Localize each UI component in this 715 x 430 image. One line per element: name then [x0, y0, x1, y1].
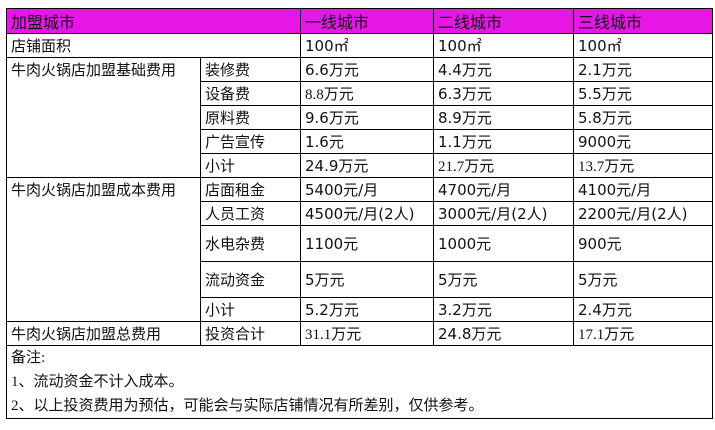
- cell: 2.1万元: [573, 57, 713, 82]
- header-city: 三线城市: [573, 8, 713, 34]
- table-row: 小计 5.2万元 3.2万元 2.4万元: [7, 297, 713, 322]
- table-row: 牛肉火锅店加盟成本费用 店面租金 5400元/月 4700元/月 4100元/月: [6, 177, 713, 322]
- cell: 5.8万元: [573, 105, 713, 130]
- cell: 1.6元: [300, 129, 434, 154]
- notes-row: 备注: 1、流动资金不计入成本。 2、以上投资费用为预估，可能会与实际店铺情况有…: [6, 345, 713, 419]
- table-row: 人员工资 4500元/月(2人) 3000元/月(2人) 2200元/月(2人): [7, 201, 713, 226]
- group-label: 牛肉火锅店加盟成本费用: [6, 177, 201, 322]
- item-label: 投资合计: [200, 321, 301, 346]
- cell: 31.1万元: [300, 321, 434, 346]
- item-label: 人员工资: [200, 201, 301, 226]
- cell: 24.8万元: [433, 321, 574, 346]
- cell: 5万元: [573, 261, 713, 298]
- note-line: 1、流动资金不计入成本。: [11, 374, 184, 390]
- franchise-cost-table: 加盟城市 一线城市 二线城市 三线城市 店铺面积 100㎡ 100㎡ 100㎡ …: [6, 8, 713, 419]
- table-row: 小计 24.9万元 21.7万元 13.7万元: [7, 153, 713, 178]
- cell: 8.9万元: [433, 105, 574, 130]
- item-label: 广告宣传: [200, 129, 301, 154]
- header-city: 二线城市: [433, 8, 574, 34]
- item-label: 原料费: [200, 105, 301, 130]
- cell: 1.1万元: [433, 129, 574, 154]
- cell: 5万元: [433, 261, 574, 298]
- table-row: 店铺面积 100㎡ 100㎡ 100㎡: [6, 33, 713, 58]
- cell: 17.1万元: [573, 321, 713, 346]
- table-row: 水电杂费 1100元 1000元 900元: [7, 225, 713, 262]
- cell: 9.6万元: [300, 105, 434, 130]
- cell: 2.4万元: [573, 297, 713, 322]
- cell: 1000元: [433, 225, 574, 262]
- table-row: 牛肉火锅店加盟总费用 投资合计 31.1万元 24.8万元 17.1万元: [6, 321, 713, 346]
- note-line: 备注:: [11, 350, 46, 366]
- cell: 6.6万元: [300, 57, 434, 82]
- table-row: 设备费 8.8万元 6.3万元 5.5万元: [7, 81, 713, 106]
- item-label: 装修费: [200, 57, 301, 82]
- cell: 1100元: [300, 225, 434, 262]
- cell: 5.5万元: [573, 81, 713, 106]
- cell: 3000元/月(2人): [433, 201, 574, 226]
- cell: 3.2万元: [433, 297, 574, 322]
- cell: 4100元/月: [573, 177, 713, 202]
- notes: 备注: 1、流动资金不计入成本。 2、以上投资费用为预估，可能会与实际店铺情况有…: [6, 345, 713, 419]
- item-label: 小计: [200, 297, 301, 322]
- item-label: 水电杂费: [200, 225, 301, 262]
- table-row: 流动资金 5万元 5万元 5万元: [7, 261, 713, 298]
- cell: 4500元/月(2人): [300, 201, 434, 226]
- header-city: 一线城市: [300, 8, 434, 34]
- item-label: 小计: [200, 153, 301, 178]
- header-row: 加盟城市 一线城市 二线城市 三线城市: [6, 8, 713, 34]
- table-row: 原料费 9.6万元 8.9万元 5.8万元: [7, 105, 713, 130]
- note-line: 2、以上投资费用为预估，可能会与实际店铺情况有所差别，仅供参考。: [11, 398, 484, 414]
- table-row: 牛肉火锅店加盟基础费用 装修费 6.6万元 4.4万元 2.1万元: [6, 57, 713, 178]
- cell: 21.7万元: [433, 153, 574, 178]
- cell: 100㎡: [433, 33, 574, 58]
- cell: 6.3万元: [433, 81, 574, 106]
- cell: 100㎡: [300, 33, 434, 58]
- group-label: 牛肉火锅店加盟总费用: [6, 321, 201, 346]
- header-label: 加盟城市: [6, 8, 301, 34]
- group-label: 牛肉火锅店加盟基础费用: [6, 57, 201, 178]
- item-label: 流动资金: [200, 261, 301, 298]
- cell: 900元: [573, 225, 713, 262]
- cell: 5400元/月: [300, 177, 434, 202]
- cell: 5万元: [300, 261, 434, 298]
- table-row: 广告宣传 1.6元 1.1万元 9000元: [7, 129, 713, 154]
- cell: 9000元: [573, 129, 713, 154]
- cell: 13.7万元: [573, 153, 713, 178]
- cell: 5.2万元: [300, 297, 434, 322]
- cell: 4.4万元: [433, 57, 574, 82]
- cell: 100㎡: [573, 33, 713, 58]
- cell: 2200元/月(2人): [573, 201, 713, 226]
- item-label: 设备费: [200, 81, 301, 106]
- item-label: 店面租金: [200, 177, 301, 202]
- row-label: 店铺面积: [6, 33, 301, 58]
- cell: 8.8万元: [300, 81, 434, 106]
- cell: 24.9万元: [300, 153, 434, 178]
- cell: 4700元/月: [433, 177, 574, 202]
